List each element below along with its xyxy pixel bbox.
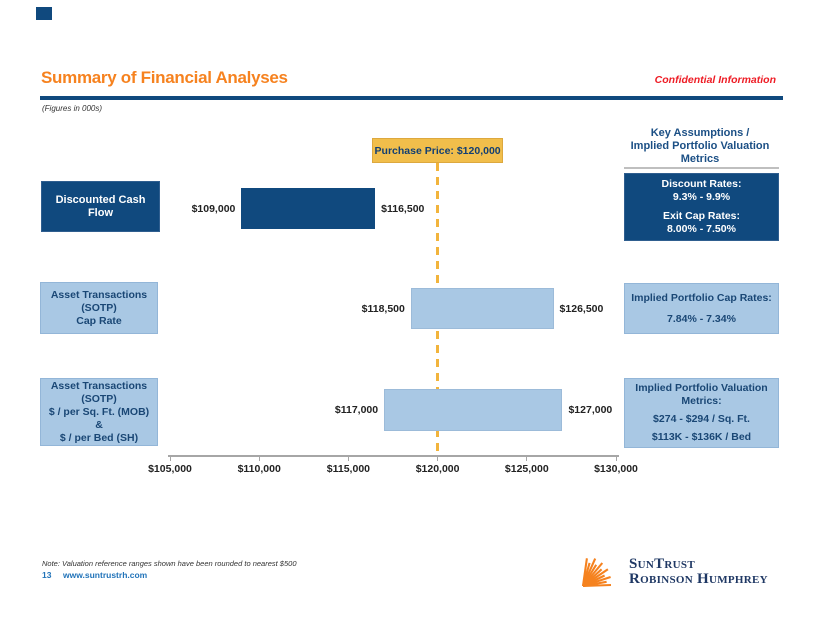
header-divider: [624, 167, 779, 169]
sunburst-rays-icon: [580, 556, 624, 588]
x-axis-line: [168, 455, 619, 457]
bar-row-caprate: $118,500 $126,500: [0, 288, 820, 329]
corner-mark: [36, 7, 52, 20]
bar-high-label: $127,000: [568, 404, 613, 416]
row-label-box-sqft-bed: Asset Transactions (SOTP) $ / per Sq. Ft…: [40, 378, 158, 446]
assumption-line: Discount Rates: 9.3% - 9.9%: [661, 178, 742, 203]
figures-note: (Figures in 000s): [42, 104, 103, 113]
right-panel-header: Key Assumptions / Implied Portfolio Valu…: [630, 127, 770, 165]
axis-tick-label: $120,000: [415, 463, 460, 475]
assumption-line: Implied Portfolio Valuation Metrics:: [635, 382, 768, 407]
assumption-box-sqft-bed: Implied Portfolio Valuation Metrics: $27…: [624, 378, 779, 448]
page-title: Summary of Financial Analyses: [41, 68, 288, 87]
axis-tick: [258, 457, 260, 461]
row-label-box-dcf: Discounted Cash Flow: [41, 181, 160, 232]
purchase-price-box: Purchase Price: $120,000: [372, 138, 504, 163]
range-bar: [241, 188, 376, 229]
axis-tick: [526, 457, 528, 461]
axis-tick-label: $115,000: [326, 463, 370, 475]
assumption-line: 7.84% - 7.34%: [667, 312, 736, 325]
assumption-line: Implied Portfolio Cap Rates:: [631, 291, 772, 304]
website-link[interactable]: www.suntrustrh.com: [63, 570, 148, 580]
range-bar: [410, 288, 554, 329]
company-logo: SunTrust Robinson Humphrey: [580, 556, 768, 588]
axis-tick: [347, 457, 349, 461]
bar-row-sqft-bed: $117,000 $127,000: [0, 389, 820, 431]
axis-tick-label: $130,000: [594, 463, 638, 475]
bar-high-label: $116,500: [381, 202, 425, 215]
title-rule: [40, 96, 783, 100]
axis-tick-label: $125,000: [504, 463, 549, 475]
assumption-box-caprate: Implied Portfolio Cap Rates: 7.84% - 7.3…: [624, 283, 779, 334]
axis-tick-label: $105,000: [148, 463, 192, 475]
assumption-line: Exit Cap Rates: 8.00% - 7.50%: [662, 210, 741, 235]
axis-tick: [615, 457, 617, 461]
page-number: 13: [42, 570, 52, 580]
assumption-line: $113K - $136K / Bed: [651, 431, 752, 443]
axis-tick: [169, 457, 171, 461]
row-label-box-caprate: Asset Transactions (SOTP) Cap Rate: [40, 282, 158, 334]
confidential-label: Confidential Information: [654, 74, 776, 86]
range-bar: [384, 389, 563, 431]
bar-low-label: $118,500: [361, 302, 405, 315]
bar-row-dcf: $109,000 $116,500: [0, 188, 820, 229]
bar-low-label: $109,000: [191, 202, 236, 215]
axis-tick-label: $110,000: [237, 463, 281, 475]
assumption-line: $274 - $294 / Sq. Ft.: [653, 413, 750, 425]
footer-note: Note: Valuation reference ranges shown h…: [42, 559, 297, 568]
brand-name-line1: SunTrust: [629, 556, 695, 572]
bar-low-label: $117,000: [334, 404, 379, 416]
bar-high-label: $126,500: [559, 302, 604, 315]
axis-tick: [437, 457, 439, 461]
assumption-box-dcf: Discount Rates: 9.3% - 9.9% Exit Cap Rat…: [624, 173, 779, 241]
brand-name-line2: Robinson Humphrey: [629, 571, 768, 587]
